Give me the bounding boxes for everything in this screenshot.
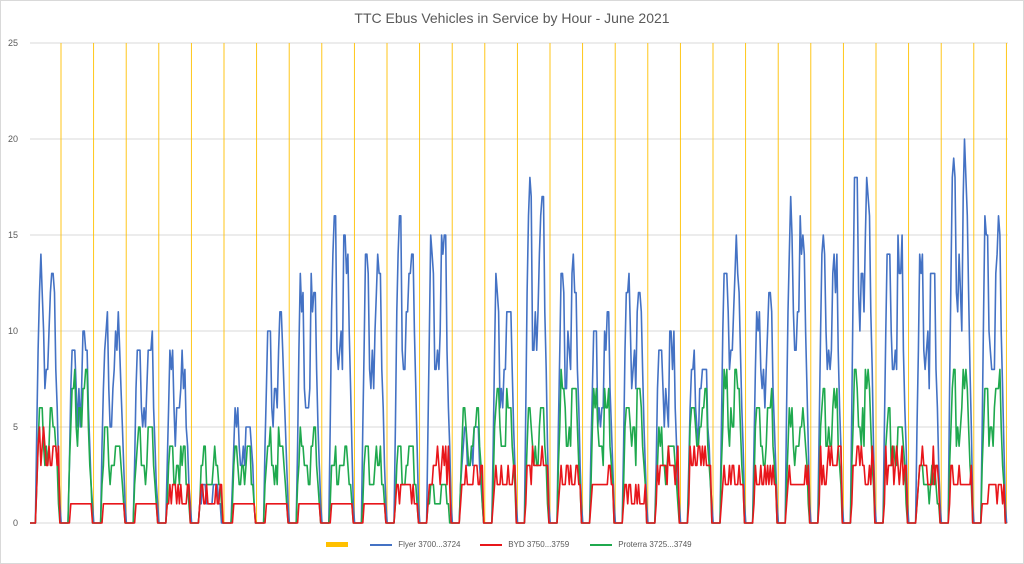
legend-item-flyer: Flyer 3700...3724 xyxy=(370,538,461,552)
legend-swatch-byd xyxy=(480,543,502,546)
legend-item-proterra: Proterra 3725...3749 xyxy=(590,538,692,552)
legend-item-byd: BYD 3750...3759 xyxy=(480,538,569,552)
legend-item-day-divider xyxy=(326,538,352,552)
y-tick-label: 25 xyxy=(8,38,18,48)
legend-swatch-proterra xyxy=(590,543,612,546)
legend-label-byd: BYD 3750...3759 xyxy=(508,540,570,549)
legend-label-flyer: Flyer 3700...3724 xyxy=(398,540,461,549)
legend-swatch-flyer xyxy=(370,543,392,546)
y-tick-label: 0 xyxy=(13,518,18,528)
y-axis-ticks: 0 5 10 15 20 25 xyxy=(8,38,18,528)
legend-label-proterra: Proterra 3725...3749 xyxy=(618,540,692,549)
day-dividers xyxy=(60,43,1007,523)
y-tick-label: 10 xyxy=(8,326,18,336)
y-tick-label: 20 xyxy=(8,134,18,144)
series-lines xyxy=(30,138,1008,524)
series-line-byd xyxy=(30,426,1007,524)
y-tick-label: 5 xyxy=(13,422,18,432)
chart-title: TTC Ebus Vehicles in Service by Hour - J… xyxy=(354,10,670,26)
legend: Flyer 3700...3724 BYD 3750...3759 Proter… xyxy=(0,538,1024,552)
legend-swatch-day-divider xyxy=(326,542,348,548)
y-tick-label: 15 xyxy=(8,230,18,240)
